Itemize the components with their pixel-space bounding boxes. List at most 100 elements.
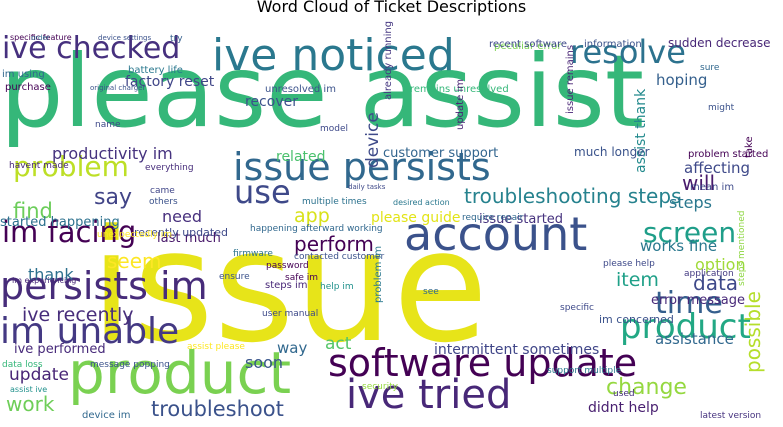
cloud-word: device (363, 112, 383, 168)
cloud-word: data loss (2, 360, 43, 370)
cloud-word: mean im (690, 182, 734, 193)
cloud-word: daily tasks (348, 183, 386, 191)
cloud-word: issue persists (233, 145, 491, 189)
cloud-word: im facing (2, 215, 136, 249)
cloud-word: issue (90, 196, 488, 377)
cloud-word: support multiple (547, 366, 622, 376)
cloud-word: steps mentioned (737, 210, 747, 286)
cloud-word: im unable (0, 311, 179, 352)
cloud-word: model (320, 124, 348, 134)
cloud-word: recover (245, 94, 298, 110)
cloud-word: password (266, 261, 309, 271)
cloud-word: problem (13, 150, 129, 183)
cloud-word: im using (2, 69, 45, 80)
cloud-word: came (150, 186, 175, 196)
cloud-word: perform (294, 232, 374, 256)
cloud-word: application (684, 269, 734, 279)
cloud-word: im concerned (599, 313, 674, 326)
cloud-word: purchase (5, 82, 51, 93)
cloud-word: latest version (700, 411, 761, 421)
cloud-word: didnt help (588, 400, 659, 416)
cloud-word: battery life (128, 65, 183, 76)
cloud-word: problem im (373, 246, 384, 303)
cloud-word: happening afterward working (250, 224, 383, 234)
cloud-word: require repair (462, 213, 524, 223)
cloud-word: steps (669, 193, 712, 212)
cloud-word: problem started (688, 149, 768, 160)
cloud-word: screen (643, 216, 736, 249)
cloud-word: help im (320, 282, 354, 292)
cloud-word: will (682, 171, 715, 195)
cloud-word: thank (28, 265, 74, 284)
cloud-word: much longer (574, 145, 650, 159)
cloud-word: error message (651, 293, 745, 308)
cloud-word: issue remains (565, 45, 576, 114)
cloud-word: ensure (219, 272, 250, 282)
cloud-word: ive checked (2, 31, 180, 66)
cloud-word: multiple times (302, 197, 367, 207)
cloud-word: contacted customer (294, 252, 384, 262)
cloud-word: used (613, 389, 635, 399)
cloud-word: started happening (0, 215, 120, 230)
cloud-word: im experiencing (12, 276, 76, 285)
cloud-word: try (170, 34, 183, 44)
cloud-word: use (234, 173, 291, 211)
cloud-word: name (95, 120, 121, 130)
cloud-word: recently updated (134, 226, 228, 239)
cloud-word: user manual (262, 309, 318, 319)
cloud-word: software update (328, 341, 637, 385)
cloud-word: might (708, 103, 735, 113)
cloud-word: issue started (479, 212, 563, 227)
cloud-word: recent software (489, 39, 567, 50)
cloud-word: take (744, 136, 755, 158)
cloud-word: firmware (233, 249, 273, 259)
cloud-word: troubleshoot (151, 397, 284, 421)
cloud-word: device im (82, 410, 131, 421)
cloud-word: persists im (0, 264, 208, 308)
cloud-word: last much (157, 231, 221, 246)
cloud-word: ive recently (22, 304, 134, 326)
cloud-word: seem (107, 249, 162, 273)
cloud-word: remains unresolved (410, 84, 509, 95)
cloud-word: data (693, 271, 738, 295)
cloud-word: desired action (393, 198, 450, 207)
cloud-word: assistance (655, 330, 734, 348)
cloud-word: havent made (9, 161, 69, 171)
cloud-word: way (277, 339, 307, 357)
cloud-word: ive performed (14, 342, 106, 357)
cloud-word: sudden decrease (668, 36, 771, 50)
cloud-word: device settings (98, 34, 151, 42)
cloud-word: ive tried (346, 372, 511, 418)
cloud-word: safe im (285, 273, 318, 283)
cloud-word: update (9, 365, 69, 385)
cloud-word: customer support (383, 146, 498, 161)
cloud-word: see (423, 287, 439, 297)
cloud-word: related (276, 149, 326, 165)
cloud-word: works fine (640, 237, 717, 255)
cloud-word: act (325, 334, 352, 354)
cloud-word: assist ive (10, 385, 47, 394)
cloud-word: assist please (187, 342, 245, 352)
cloud-word: already running (383, 21, 394, 100)
cloud-word: account (404, 207, 587, 261)
cloud-word: peculiar error (494, 41, 562, 52)
cloud-word: intermittent sometimes (434, 342, 599, 358)
cloud-word: others (149, 197, 178, 207)
cloud-word: change (606, 375, 687, 400)
cloud-word: security (362, 382, 399, 392)
cloud-word: factory reset (125, 74, 215, 90)
cloud-word: app (294, 205, 330, 227)
cloud-word: resolve (570, 33, 686, 71)
cloud-word: information (584, 39, 642, 50)
cloud-word: please assist (0, 33, 644, 150)
cloud-word: original charger (90, 84, 145, 92)
cloud-word: product (68, 339, 291, 407)
cloud-word: please help (603, 259, 655, 269)
cloud-word: productivity im (52, 144, 173, 163)
word-cloud: please assist issue ive noticed issue persi… (0, 21, 771, 421)
cloud-word: troubleshooting steps (464, 184, 681, 208)
cloud-word: unexpectedly im (97, 230, 172, 240)
cloud-word: please guide (371, 210, 460, 226)
cloud-word: item (616, 269, 659, 291)
cloud-word: specific feature (10, 33, 72, 42)
